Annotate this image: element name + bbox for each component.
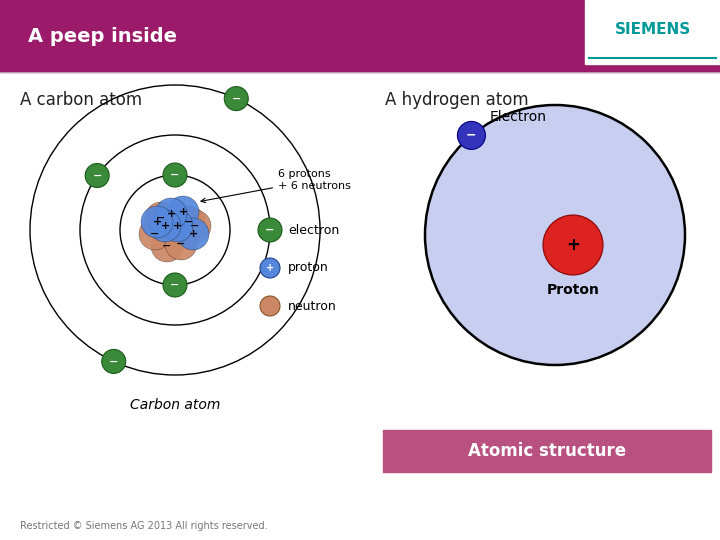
Circle shape: [161, 210, 193, 242]
Circle shape: [149, 210, 181, 242]
Circle shape: [457, 122, 485, 150]
Bar: [585, 0, 720, 64]
Circle shape: [139, 218, 171, 250]
Circle shape: [425, 105, 685, 365]
Text: SIEMENS: SIEMENS: [614, 23, 690, 37]
Text: 6 protons
+ 6 neutrons: 6 protons + 6 neutrons: [201, 169, 351, 202]
Bar: [0, 0, 720, 72]
Text: −: −: [190, 221, 199, 231]
Text: −: −: [265, 225, 275, 235]
Text: −: −: [109, 356, 118, 367]
Text: A hydrogen atom: A hydrogen atom: [385, 91, 528, 109]
Text: −: −: [176, 239, 186, 249]
Circle shape: [102, 349, 126, 374]
Circle shape: [163, 273, 187, 297]
Circle shape: [167, 196, 199, 228]
Circle shape: [85, 164, 109, 187]
Text: +: +: [166, 209, 176, 219]
Circle shape: [179, 210, 211, 242]
Text: −: −: [150, 229, 160, 239]
Circle shape: [177, 218, 209, 250]
Circle shape: [543, 215, 603, 275]
Text: +: +: [189, 229, 197, 239]
Text: Carbon atom: Carbon atom: [130, 398, 220, 412]
Text: −: −: [92, 171, 102, 180]
Text: Electron: Electron: [490, 110, 546, 124]
Circle shape: [141, 206, 173, 238]
Circle shape: [163, 163, 187, 187]
Circle shape: [165, 228, 197, 260]
Text: −: −: [184, 217, 194, 227]
Circle shape: [155, 198, 187, 230]
Text: −: −: [466, 129, 477, 142]
Text: −: −: [156, 213, 166, 223]
Text: proton: proton: [288, 261, 329, 274]
Text: −: −: [171, 280, 180, 290]
Text: −: −: [162, 241, 171, 251]
Text: +: +: [266, 263, 274, 273]
Text: A peep inside: A peep inside: [28, 26, 177, 45]
Text: Proton: Proton: [546, 283, 600, 297]
Text: +: +: [172, 221, 181, 231]
Text: +: +: [153, 217, 161, 227]
Text: neutron: neutron: [288, 300, 337, 313]
Circle shape: [173, 206, 205, 238]
Circle shape: [224, 86, 248, 111]
Circle shape: [260, 258, 280, 278]
Text: +: +: [566, 236, 580, 254]
Text: −: −: [266, 225, 274, 235]
Text: +: +: [179, 207, 188, 217]
Circle shape: [260, 296, 280, 316]
Bar: [383, 430, 711, 472]
Text: Atomic structure: Atomic structure: [468, 442, 626, 460]
Text: Restricted © Siemens AG 2013 All rights reserved.: Restricted © Siemens AG 2013 All rights …: [20, 521, 268, 531]
Circle shape: [151, 230, 183, 262]
Circle shape: [145, 202, 177, 234]
Text: −: −: [171, 170, 180, 180]
Text: +: +: [161, 221, 170, 231]
Circle shape: [258, 218, 282, 242]
Text: electron: electron: [288, 224, 339, 237]
Text: −: −: [232, 93, 241, 104]
Text: A carbon atom: A carbon atom: [20, 91, 142, 109]
Circle shape: [260, 220, 280, 240]
